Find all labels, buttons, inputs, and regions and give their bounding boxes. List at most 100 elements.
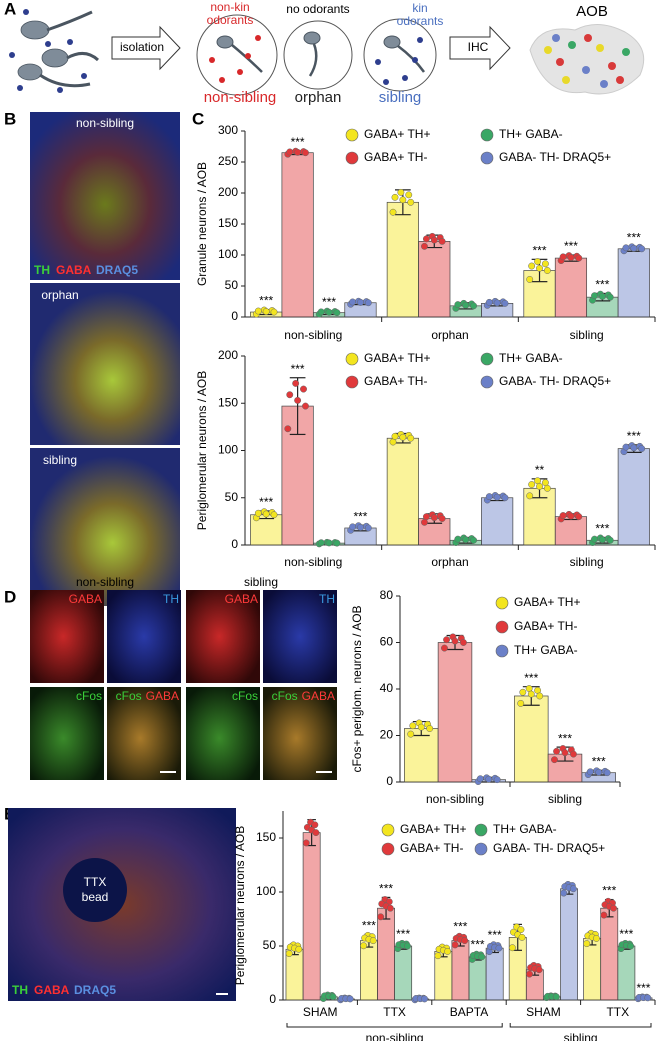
significance-label: ** [535, 463, 545, 477]
data-point [485, 298, 493, 306]
data-point [517, 699, 525, 707]
data-point [476, 775, 484, 783]
bar [302, 832, 321, 1001]
y-tick-label: 0 [231, 309, 238, 323]
x-tick-label: non-sibling [284, 328, 342, 342]
legend-marker [345, 151, 359, 165]
x-tick-label: orphan [431, 328, 468, 342]
group-label: orphan [295, 89, 342, 106]
data-point [606, 293, 614, 301]
significance-label: *** [322, 295, 336, 309]
data-point [357, 298, 364, 306]
data-point [561, 749, 569, 757]
micrograph [263, 590, 337, 683]
channel-label: GABA [225, 592, 258, 606]
dish [196, 14, 278, 96]
data-point [407, 730, 415, 738]
odorant-dots [209, 35, 261, 83]
y-tick-label: 80 [380, 588, 394, 602]
condition-label: non-sibling [76, 575, 134, 589]
y-tick-label: 50 [225, 278, 239, 292]
data-point [501, 494, 509, 502]
micrograph [107, 590, 181, 683]
y-tick-label: 50 [263, 938, 277, 952]
legend-marker [495, 644, 509, 658]
data-point [485, 775, 493, 783]
data-point [493, 299, 501, 307]
data-point [364, 299, 372, 307]
data-point [421, 995, 428, 1003]
dish-label: kin [412, 1, 427, 15]
data-point [349, 523, 357, 531]
y-tick-label: 150 [218, 395, 238, 409]
data-point [349, 298, 357, 306]
data-point [302, 149, 309, 157]
micrograph [30, 283, 180, 445]
x-tick-label: TTX [606, 1005, 629, 1019]
micrograph [107, 687, 181, 780]
significance-label: *** [558, 731, 572, 745]
y-axis-label: Periglomerular neurons / AOB [195, 371, 209, 530]
data-point [534, 258, 542, 266]
group-label: sibling [564, 1031, 598, 1041]
bar [485, 947, 504, 1001]
y-tick-label: 200 [218, 348, 238, 362]
legend-label: GABA+ TH- [364, 150, 427, 164]
micrograph [30, 590, 104, 683]
data-point [526, 275, 534, 283]
legend-marker [480, 128, 494, 142]
significance-label: *** [291, 135, 305, 149]
data-point [622, 443, 630, 451]
data-point [302, 839, 310, 847]
condition-label: sibling [244, 575, 278, 589]
significance-label: *** [627, 230, 641, 244]
y-tick-label: 200 [218, 185, 238, 199]
y-tick-label: 40 [380, 681, 394, 695]
data-point [295, 945, 303, 953]
data-point [606, 536, 614, 544]
legend-marker [345, 352, 359, 366]
bead [63, 858, 127, 922]
significance-label: *** [564, 239, 578, 253]
legend-label: GABA+ TH- [400, 841, 463, 855]
y-axis-label: Granule neurons / AOB [195, 162, 209, 286]
bar [468, 956, 487, 1001]
bar [451, 940, 470, 1001]
significance-label: *** [627, 429, 641, 443]
data-point [603, 769, 611, 777]
data-point [583, 940, 591, 948]
stain-label: GABA [56, 263, 92, 277]
bar [281, 152, 314, 318]
significance-label: *** [488, 928, 502, 942]
legend-label: GABA+ TH+ [364, 127, 430, 141]
panel-letter: D [4, 587, 16, 606]
data-point [286, 391, 294, 399]
data-point [461, 937, 469, 945]
channel-label: TH [163, 592, 179, 606]
y-tick-label: 150 [256, 830, 276, 844]
data-point [254, 307, 262, 315]
data-point [312, 829, 320, 837]
y-tick-label: 100 [218, 247, 238, 261]
data-point [462, 301, 470, 309]
data-point [493, 776, 501, 784]
data-point [438, 515, 446, 522]
data-point [325, 539, 333, 547]
bar [394, 945, 413, 1001]
dish-label: odorants [207, 13, 254, 27]
legend-marker [381, 823, 395, 837]
data-point [501, 299, 509, 307]
data-point [294, 396, 302, 404]
data-point [508, 944, 516, 952]
significance-label: *** [533, 244, 547, 258]
data-point [254, 509, 262, 517]
group-label: non-sibling [366, 1031, 424, 1041]
x-tick-label: non-sibling [426, 792, 484, 806]
panel-letter: C [192, 109, 204, 128]
micrograph [30, 687, 104, 780]
y-axis-label: Periglomerular neurons / AOB [233, 826, 247, 985]
bar [560, 888, 578, 1001]
data-point [454, 535, 462, 543]
data-point [592, 934, 600, 942]
data-point [543, 484, 551, 492]
